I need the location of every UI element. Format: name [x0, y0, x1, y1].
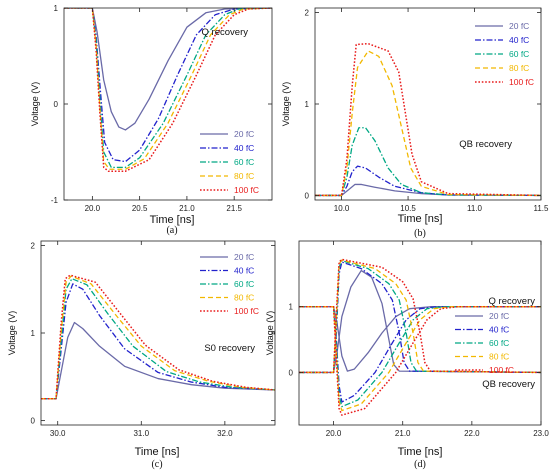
- legend-entry: 80 fC: [234, 171, 254, 181]
- series-line-80fc: [64, 8, 272, 170]
- y-axis-label: Voltage (V): [281, 82, 291, 127]
- y-tick-label: 1: [289, 303, 294, 312]
- legend-entry: 100 fC: [489, 365, 514, 375]
- legend-entry: 40 fC: [234, 266, 254, 276]
- legend-entry: 20 fC: [234, 129, 254, 139]
- series-group: [64, 8, 272, 172]
- series-line-60fc: [315, 127, 541, 197]
- plot-frame: [314, 7, 542, 201]
- panel-c: 30.0 31.0 32.0 0 1 2 Time [ns] Voltage (V) S0 re…: [7, 240, 276, 470]
- series-line-80fc-qb: [299, 259, 541, 374]
- series-line-80fc: [41, 275, 275, 400]
- y-tick-label: 0: [305, 191, 310, 200]
- x-tick-label: 11.0: [467, 204, 483, 213]
- series-group: [299, 258, 541, 416]
- y-tick-label: 0: [31, 417, 36, 426]
- y-tick-label: 0: [289, 368, 294, 377]
- panel-d: 20.0 21.0 22.0 23.0 0 1 Time [ns] Voltage (V) Q …: [265, 240, 549, 470]
- panel-caption: (c): [151, 459, 162, 470]
- y-tick-label: -1: [51, 196, 59, 205]
- panel-a: 20.0 20.5 21.0 21.5 -1 0 1 Time [ns] Voltage (V)…: [30, 4, 273, 236]
- legend: 20 fC 40 fC 60 fC 80 fC 100 fC: [475, 21, 534, 87]
- series-line-100fc: [315, 42, 541, 197]
- x-tick-label: 21.0: [179, 204, 195, 213]
- series-group: [41, 274, 275, 400]
- x-tick-label: 30.0: [50, 429, 66, 438]
- panel-b: 10.0 10.5 11.0 11.5 0 1 2 Time [ns] Voltage (V) Q…: [281, 7, 550, 239]
- y-tick-label: 1: [305, 100, 310, 109]
- y-tick-label: 2: [305, 9, 310, 18]
- x-axis-label: Time [ns]: [398, 446, 443, 458]
- x-tick-label: 21.0: [395, 429, 411, 438]
- y-axis-label: Voltage (V): [30, 82, 40, 127]
- series-line-40fc-qb: [299, 261, 541, 374]
- series-line-100fc: [41, 274, 275, 400]
- x-tick-label: 20.0: [326, 429, 342, 438]
- y-tick-label: 0: [54, 100, 59, 109]
- series-line-40fc: [315, 165, 541, 197]
- annotation-label: QB recovery: [482, 379, 535, 390]
- panel-caption: (b): [414, 228, 426, 239]
- legend-entry: 100 fC: [234, 185, 259, 195]
- legend-entry: 60 fC: [489, 338, 509, 348]
- legend-entry: 80 fC: [234, 293, 254, 303]
- legend-entry: 20 fC: [489, 311, 509, 321]
- annotation-label: S0 recovery: [204, 343, 255, 354]
- legend-entry: 60 fC: [234, 157, 254, 167]
- x-axis-label: Time [ns]: [135, 446, 180, 458]
- series-line-20fc: [41, 321, 275, 400]
- y-tick-label: 1: [31, 329, 36, 338]
- x-tick-label: 32.0: [217, 429, 233, 438]
- legend: 20 fC 40 fC 60 fC 80 fC 100 fC: [455, 311, 514, 375]
- series-line-20fc-q: [299, 306, 541, 372]
- series-line-100fc-q: [299, 305, 541, 416]
- series-line-60fc: [41, 278, 275, 400]
- panel-caption: (a): [166, 225, 177, 236]
- x-tick-label: 31.0: [133, 429, 149, 438]
- x-tick-label: 10.5: [400, 204, 416, 213]
- plot-frame: [298, 240, 542, 426]
- series-line-80fc: [315, 50, 541, 197]
- x-axis-label: Time [ns]: [398, 213, 443, 225]
- y-axis-label: Voltage (V): [7, 311, 17, 356]
- x-tick-label: 20.0: [85, 204, 101, 213]
- y-tick-label: 2: [31, 241, 36, 250]
- y-tick-label: 1: [54, 4, 59, 13]
- legend-entry: 40 fC: [509, 35, 529, 45]
- x-tick-label: 10.0: [334, 204, 350, 213]
- annotation-label: Q recovery: [489, 296, 536, 307]
- x-tick-label: 21.5: [226, 204, 242, 213]
- legend: 20 fC 40 fC 60 fC 80 fC 100 fC: [200, 252, 259, 316]
- y-axis-label: Voltage (V): [265, 311, 275, 356]
- x-tick-label: 23.0: [533, 429, 549, 438]
- series-line-20fc: [64, 8, 272, 131]
- legend-entry: 80 fC: [489, 352, 509, 362]
- x-tick-label: 20.5: [132, 204, 148, 213]
- x-axis-label: Time [ns]: [150, 214, 195, 226]
- legend-entry: 20 fC: [234, 252, 254, 262]
- legend-entry: 40 fC: [489, 325, 509, 335]
- panel-caption: (d): [414, 459, 426, 470]
- series-line-100fc: [64, 8, 272, 172]
- legend-entry: 60 fC: [234, 279, 254, 289]
- x-tick-label: 22.0: [464, 429, 480, 438]
- series-group: [315, 42, 541, 197]
- annotation-label: Q recovery: [202, 27, 249, 38]
- legend: 20 fC 40 fC 60 fC 80 fC 100 fC: [200, 129, 259, 195]
- x-tick-label: 11.5: [534, 204, 550, 213]
- legend-entry: 100 fC: [234, 306, 259, 316]
- annotation-label: QB recovery: [459, 139, 512, 150]
- legend-entry: 20 fC: [509, 21, 529, 31]
- legend-entry: 100 fC: [509, 77, 534, 87]
- series-line-40fc: [64, 8, 272, 163]
- legend-entry: 40 fC: [234, 143, 254, 153]
- legend-entry: 60 fC: [509, 49, 529, 59]
- legend-entry: 80 fC: [509, 63, 529, 73]
